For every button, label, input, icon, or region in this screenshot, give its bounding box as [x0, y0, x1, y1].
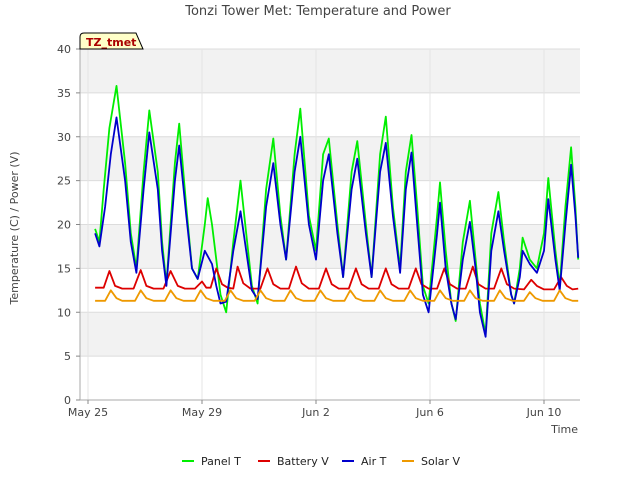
- plot-band: [80, 312, 580, 357]
- legend-label: Solar V: [421, 455, 461, 468]
- y-tick-label: 15: [57, 262, 71, 275]
- y-tick-label: 35: [57, 87, 71, 100]
- y-tick-label: 0: [64, 394, 71, 407]
- badge: TZ_tmet: [79, 32, 144, 50]
- y-tick-label: 5: [64, 350, 71, 363]
- x-tick-label: May 25: [68, 406, 108, 419]
- y-tick-label: 40: [57, 43, 71, 56]
- legend: Panel T Battery V Air T Solar V: [182, 455, 461, 468]
- y-axis-label: Temperature (C) / Power (V): [8, 151, 21, 305]
- series-solar-v: [95, 289, 579, 302]
- legend-label: Battery V: [277, 455, 329, 468]
- y-tick-label: 20: [57, 219, 71, 232]
- plot-band: [80, 356, 580, 400]
- x-tick-label: Jun 6: [415, 406, 444, 419]
- badge-label: TZ_tmet: [86, 36, 136, 49]
- plot-band: [80, 180, 580, 225]
- series-layer: [94, 85, 580, 338]
- y-tick-label: 10: [57, 306, 71, 319]
- legend-label: Air T: [361, 455, 387, 468]
- chart-title: Tonzi Tower Met: Temperature and Power: [184, 4, 451, 19]
- y-tick-label: 30: [57, 131, 71, 144]
- plot-band: [80, 268, 580, 313]
- y-tick-label: 25: [57, 175, 71, 188]
- x-tick-label: Jun 10: [526, 406, 562, 419]
- plot-band: [80, 92, 580, 137]
- plot-band: [80, 49, 580, 93]
- legend-label: Panel T: [201, 455, 241, 468]
- series-air-t: [94, 116, 580, 338]
- x-tick-label: Jun 2: [301, 406, 330, 419]
- x-tick-label: May 29: [182, 406, 222, 419]
- axes: 0 5 10 15 20 25 30 35 40 May 25 May 29 Jun 2 Jun 6 Ju…: [57, 43, 580, 419]
- series-battery-v: [95, 265, 579, 291]
- x-axis-label: Time: [550, 423, 578, 436]
- plot-background: [80, 49, 580, 400]
